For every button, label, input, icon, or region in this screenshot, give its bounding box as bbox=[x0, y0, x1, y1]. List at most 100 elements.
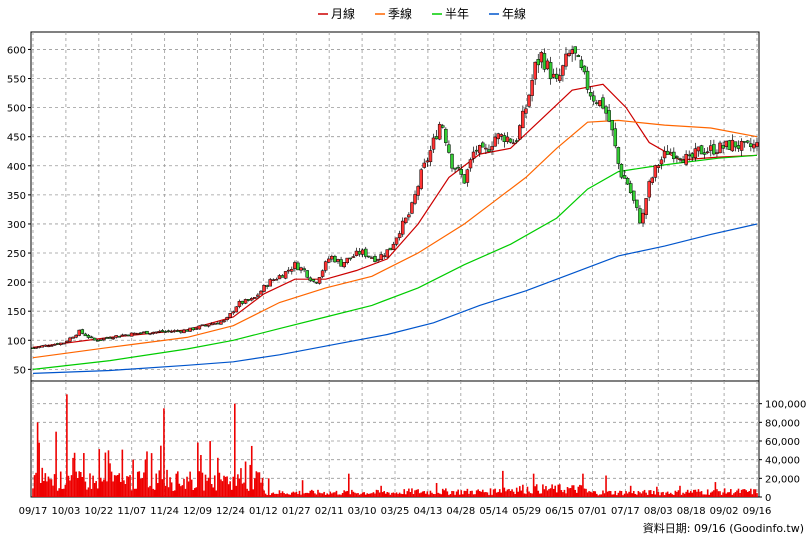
volume-bar bbox=[689, 491, 692, 497]
volume-bar bbox=[669, 492, 672, 497]
candle-body bbox=[462, 174, 467, 184]
volume-bar bbox=[408, 488, 410, 497]
volume-bar bbox=[150, 453, 153, 497]
candle-body bbox=[672, 151, 676, 160]
candle-body bbox=[453, 167, 457, 170]
volume-bar bbox=[592, 491, 595, 497]
candle-body bbox=[55, 343, 60, 345]
volume-bar bbox=[249, 464, 251, 497]
volume-bar bbox=[480, 491, 483, 497]
volume-bar bbox=[209, 441, 211, 497]
volume-bar bbox=[338, 494, 341, 497]
candle-body bbox=[40, 345, 44, 348]
volume-bar bbox=[680, 494, 683, 497]
volume-bar bbox=[375, 489, 378, 497]
ma-line bbox=[32, 119, 758, 359]
volume-bar bbox=[187, 481, 190, 497]
volume-bar bbox=[195, 487, 198, 497]
volume-bar bbox=[649, 490, 652, 497]
candle-body bbox=[52, 343, 57, 346]
candle-body bbox=[477, 145, 482, 154]
volume-bar bbox=[36, 422, 39, 497]
volume-bar bbox=[412, 494, 415, 497]
volume-bar bbox=[588, 491, 590, 497]
volume-bar bbox=[381, 492, 384, 497]
volume-bar bbox=[632, 490, 635, 497]
candle-body bbox=[736, 145, 741, 149]
volume-bar bbox=[563, 489, 566, 497]
volume-bar bbox=[281, 491, 284, 497]
volume-bar bbox=[457, 489, 459, 497]
volume-bar bbox=[683, 493, 686, 497]
volume-bar bbox=[611, 494, 613, 497]
candle-body bbox=[746, 140, 750, 143]
candle-body bbox=[34, 347, 38, 349]
volume-bar bbox=[388, 492, 390, 497]
volume-bar bbox=[465, 490, 467, 497]
candle-body bbox=[148, 333, 152, 335]
volume-bar bbox=[577, 486, 580, 497]
candle-body bbox=[89, 336, 94, 339]
volume-bar bbox=[250, 445, 253, 497]
volume-bar bbox=[212, 487, 215, 497]
candle-body bbox=[320, 270, 325, 277]
volume-bar bbox=[232, 476, 235, 497]
candle-body bbox=[601, 97, 605, 109]
candle-body bbox=[388, 247, 393, 251]
price-y-axis: 50 100 150 200 250 300 350 400 450 500 550 600 bbox=[7, 45, 31, 376]
volume-bar bbox=[583, 488, 586, 497]
volume-bar bbox=[728, 492, 731, 497]
volume-bar bbox=[552, 488, 555, 497]
candle-body bbox=[419, 169, 423, 189]
candle-body bbox=[74, 334, 78, 338]
candle-body bbox=[619, 164, 624, 178]
volume-bar bbox=[33, 475, 36, 497]
volume-bar bbox=[44, 473, 47, 497]
x-tick-label: 05/14 bbox=[479, 506, 508, 517]
volume-bar bbox=[109, 463, 111, 497]
volume-bar bbox=[628, 491, 630, 497]
x-tick-label: 11/07 bbox=[117, 506, 146, 517]
candle-body bbox=[120, 334, 125, 337]
candle-body bbox=[650, 177, 655, 183]
candle-body bbox=[742, 141, 747, 143]
volume-bar bbox=[639, 492, 641, 497]
candle-body bbox=[327, 258, 331, 263]
candle-body bbox=[166, 330, 171, 332]
candle-body bbox=[274, 279, 279, 281]
x-tick-label: 12/24 bbox=[216, 506, 245, 517]
volume-bar bbox=[99, 477, 102, 497]
volume-bar bbox=[468, 493, 470, 497]
candle-body bbox=[487, 149, 491, 152]
price-y-tick-label: 250 bbox=[7, 249, 26, 260]
candle-body bbox=[342, 261, 346, 268]
volume-bar bbox=[334, 492, 336, 497]
price-y-tick-label: 50 bbox=[13, 365, 26, 376]
volume-bar bbox=[403, 489, 406, 497]
candle-body bbox=[305, 270, 309, 278]
x-tick-label: 10/03 bbox=[51, 506, 80, 517]
legend-label: 年線 bbox=[502, 6, 526, 21]
volume-bar bbox=[522, 484, 524, 497]
volume-bar bbox=[332, 492, 335, 497]
volume-bar bbox=[361, 492, 364, 497]
volume-bar bbox=[511, 489, 513, 497]
volume-bar bbox=[417, 489, 419, 497]
candle-body bbox=[407, 214, 411, 218]
candle-body bbox=[733, 141, 738, 148]
volume-bar bbox=[233, 403, 236, 497]
volume-bar bbox=[118, 473, 121, 497]
candle-body bbox=[613, 128, 618, 147]
candle-body bbox=[333, 255, 337, 263]
volume-bar bbox=[525, 493, 527, 497]
volume-bar bbox=[177, 471, 179, 497]
candle-body bbox=[524, 108, 528, 114]
volume-bar bbox=[414, 490, 416, 497]
candle-body bbox=[410, 202, 414, 214]
volume-bar bbox=[133, 488, 136, 497]
volume-bar bbox=[562, 492, 564, 497]
volume-bar bbox=[415, 489, 418, 497]
volume-bar bbox=[508, 488, 510, 497]
volume-bar bbox=[306, 492, 308, 497]
volume-bar bbox=[614, 490, 617, 497]
